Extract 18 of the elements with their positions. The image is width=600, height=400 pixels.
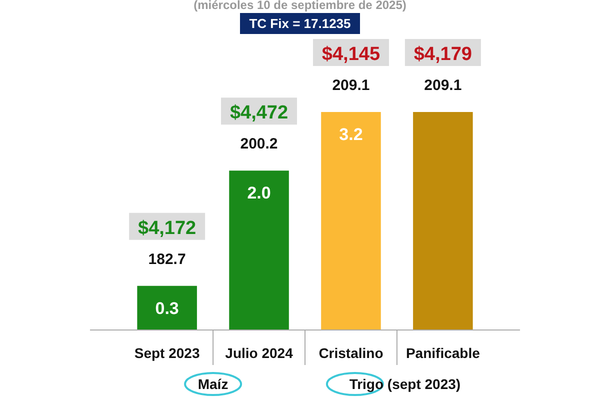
x-tick-label: Cristalino	[318, 345, 384, 361]
data-label: 182.7	[148, 250, 186, 268]
text: TC Fix = 17.1235	[249, 16, 351, 31]
chart-subtitle: (miércoles 10 de septiembre de 2025)	[194, 0, 406, 12]
text: Maíz	[198, 376, 228, 392]
annotation: 3.2	[339, 125, 363, 144]
annotation: 2.0	[247, 184, 271, 203]
data-label: 209.1	[332, 77, 370, 94]
data-label: 209.1	[424, 77, 462, 94]
text: $4,179	[414, 44, 472, 65]
data-label: 200.2	[240, 136, 278, 153]
x-tick-label: Julio 2024	[225, 345, 294, 361]
text: $4,145	[322, 44, 380, 65]
annotation: 0.3	[155, 298, 179, 318]
annotation: $4,472	[230, 102, 288, 124]
x-tick-label: Sept 2023	[134, 345, 200, 361]
annotation: $4,172	[138, 218, 196, 239]
x-tick-label: Panificable	[406, 345, 480, 361]
